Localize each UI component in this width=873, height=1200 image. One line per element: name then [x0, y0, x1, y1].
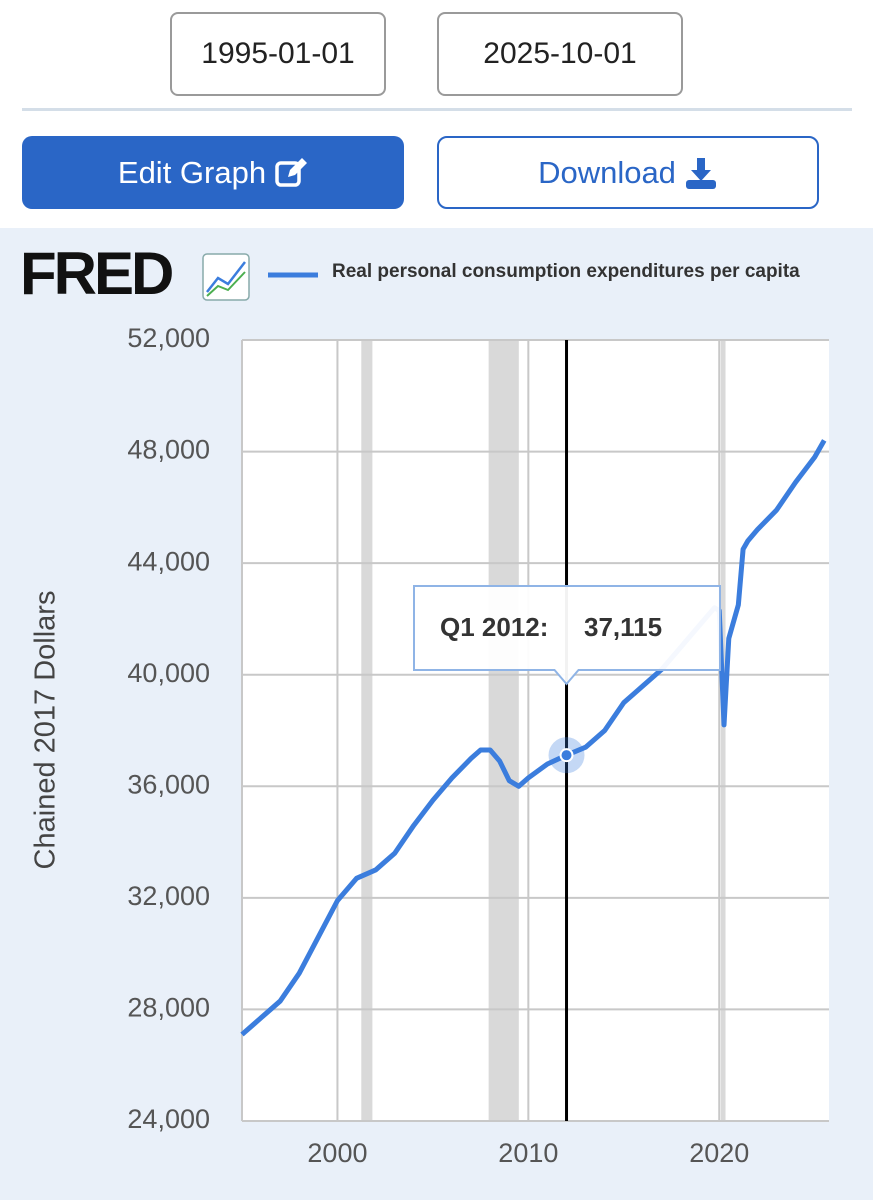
tooltip-period: Q1 2012: — [440, 612, 548, 642]
y-tick-label: 32,000 — [127, 881, 210, 911]
series-line — [240, 439, 827, 1037]
y-tick-label: 36,000 — [127, 769, 210, 799]
plot-area — [242, 340, 829, 1121]
y-tick-label: 48,000 — [127, 435, 210, 465]
tooltip-box — [413, 585, 721, 686]
x-tick-label: 2020 — [689, 1138, 749, 1168]
recession-band — [488, 340, 519, 1121]
y-tick-label: 28,000 — [127, 993, 210, 1023]
y-tick-label: 52,000 — [127, 323, 210, 353]
x-tick-label: 2000 — [307, 1138, 367, 1168]
logo-icon-line — [206, 271, 246, 297]
recession-band — [361, 340, 373, 1121]
download-icon — [685, 157, 716, 189]
button-label: Edit Graph — [117, 154, 267, 190]
y-tick-label: 24,000 — [127, 1104, 210, 1134]
legend-label: Real personal consumption expenditures p… — [332, 261, 800, 282]
x-tick-label: 2010 — [498, 1138, 558, 1168]
tooltip-value: 37,115 — [584, 612, 662, 642]
logo: FRED — [20, 240, 172, 307]
button-label: Download — [538, 154, 676, 190]
start-date[interactable]: 1995-01-01 — [170, 12, 386, 96]
edit-icon — [275, 157, 308, 187]
hover-point — [559, 748, 574, 763]
download-button[interactable]: Download — [437, 136, 819, 209]
divider — [22, 108, 852, 111]
edit-graph-button[interactable]: Edit Graph — [22, 136, 404, 209]
y-tick-label: 44,000 — [127, 546, 210, 576]
y-axis-label: Chained 2017 Dollars — [30, 591, 62, 870]
end-date[interactable]: 2025-10-01 — [437, 12, 683, 96]
recession-band — [720, 340, 726, 1121]
y-tick-label: 40,000 — [127, 658, 210, 688]
logo-icon-line — [206, 261, 246, 293]
